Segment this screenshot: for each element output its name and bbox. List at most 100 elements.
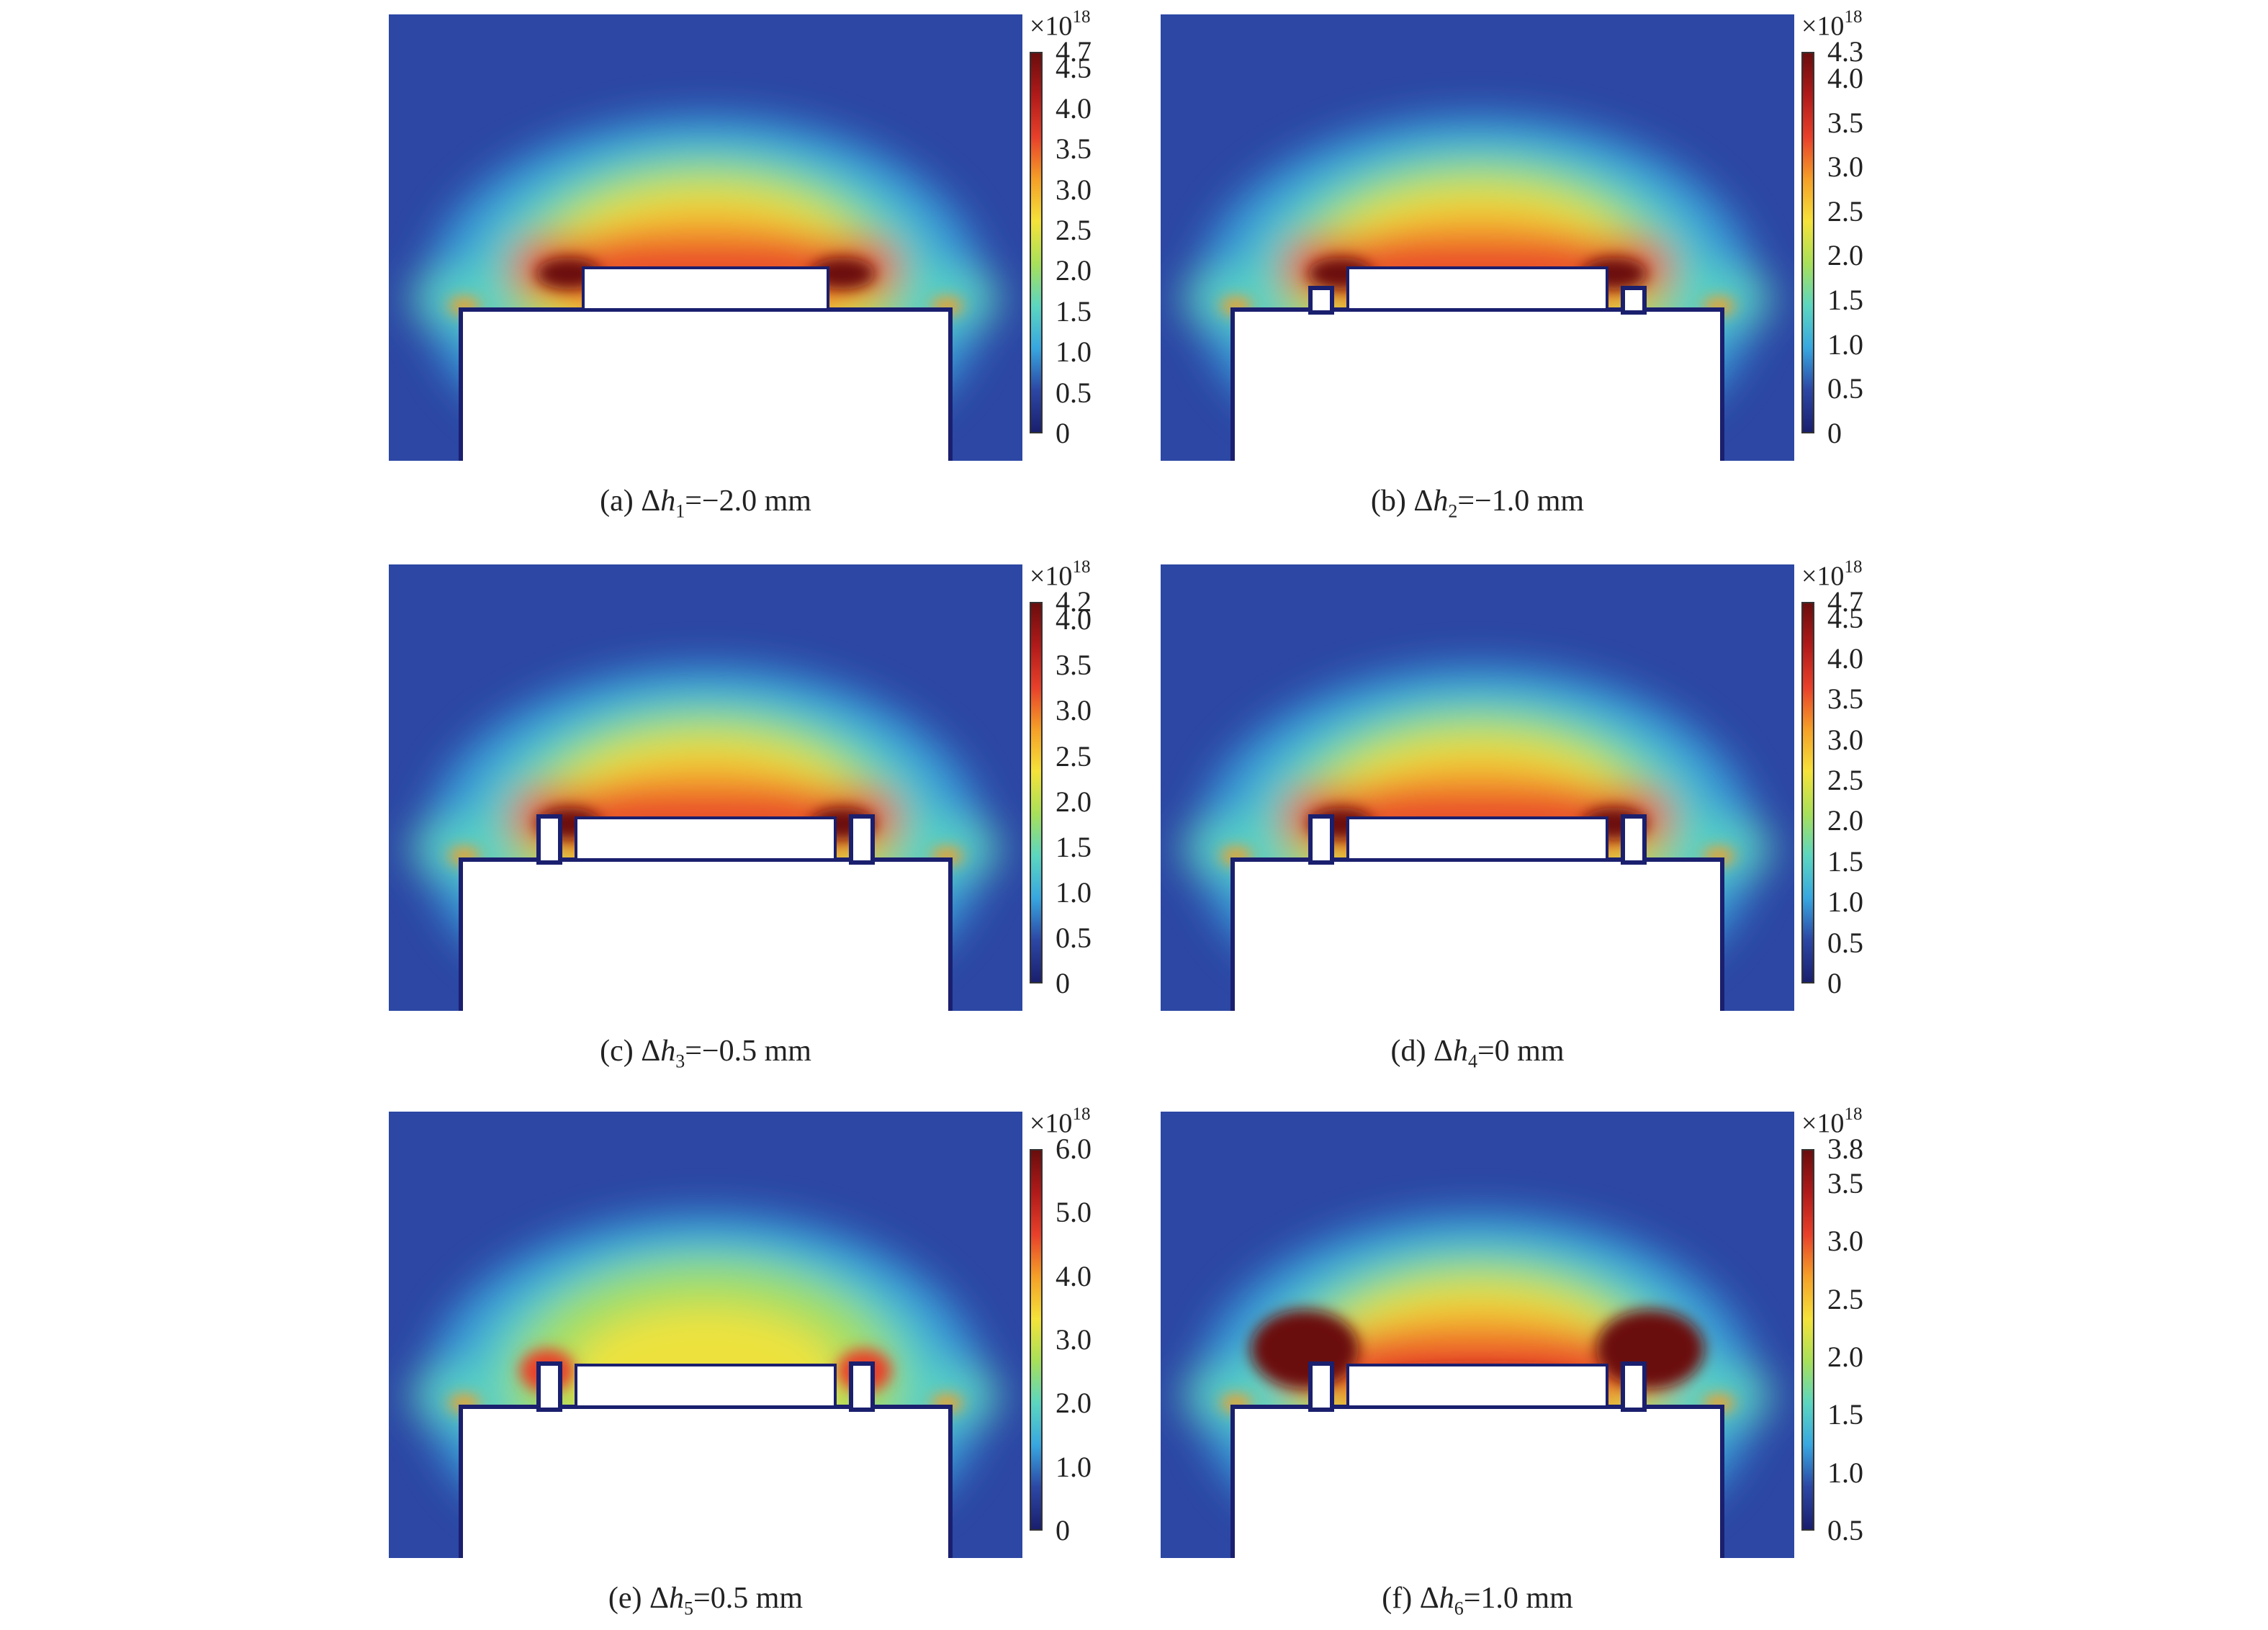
colorbar-tick: 1.5: [1827, 1398, 1863, 1431]
caption-value: =0.5 mm: [693, 1582, 804, 1615]
panel-caption: (d) Δh4=0 mm: [1161, 1034, 1794, 1072]
colorbar-tick: 1.5: [1827, 284, 1863, 317]
electrode-cap: [575, 1364, 837, 1408]
pillar-left: [1308, 286, 1334, 315]
caption-prefix: (a) Δ: [600, 485, 661, 518]
colorbar-tick: 1.0: [1827, 328, 1863, 361]
caption-variable: h: [1452, 1035, 1468, 1068]
colorbar-multiplier-base: ×10: [1801, 1108, 1845, 1139]
colorbar-tick: 3.0: [1056, 694, 1092, 727]
caption-value: =1.0 mm: [1463, 1582, 1573, 1615]
colorbar-exponent: 18: [1844, 1104, 1863, 1124]
colorbar-tick: 1.0: [1827, 1456, 1863, 1489]
electrode-cap: [575, 816, 837, 861]
colorbar-tick: 0.5: [1056, 376, 1092, 409]
caption-subscript: 3: [675, 1050, 685, 1072]
colorbar-tick: 2.5: [1056, 739, 1092, 773]
colorbar-tick: 0: [1827, 417, 1842, 449]
colorbar-exponent: 18: [1072, 7, 1091, 27]
field-svg-d: [1161, 564, 1794, 1011]
electrode-cap: [1346, 266, 1608, 311]
panel-f: ×1018 3.8 3.5 3.0 2.5 2.0 1.5 1.0 0.5 (f) Δh6=1.0…: [1161, 1104, 1967, 1630]
colorbar-tick: 4.5: [1827, 601, 1863, 634]
colorbar-tick: 0.5: [1827, 372, 1863, 405]
field-svg-b: [1161, 14, 1794, 461]
colorbar-exponent: 18: [1844, 7, 1863, 27]
field-map-c: [389, 564, 1022, 1011]
colorbar-tick: 0: [1056, 1514, 1070, 1546]
colorbar-tick: 1.0: [1056, 875, 1092, 909]
colorbar-multiplier: ×1018: [1801, 557, 1863, 593]
caption-value: =−2.0 mm: [685, 485, 811, 518]
pillar-right: [1621, 286, 1647, 315]
pillar-right: [849, 1361, 875, 1412]
colorbar-multiplier-base: ×10: [1030, 11, 1073, 42]
colorbar-exponent: 18: [1072, 1104, 1091, 1124]
caption-subscript: 2: [1448, 500, 1458, 522]
colorbar-tick: 1.5: [1827, 845, 1863, 878]
colorbar-tick: 3.5: [1827, 1167, 1863, 1200]
electrode-body: [1230, 857, 1724, 1011]
colorbar: [1801, 602, 1814, 983]
panel-caption: (b) Δh2=−1.0 mm: [1161, 484, 1794, 522]
colorbar-exponent: 18: [1844, 557, 1863, 577]
caption-prefix: (f) Δ: [1382, 1582, 1439, 1615]
colorbar-tick: 4.0: [1056, 1259, 1092, 1292]
colorbar-multiplier: ×1018: [1801, 1104, 1863, 1140]
caption-subscript: 4: [1467, 1050, 1477, 1072]
electrode-cap: [1346, 1364, 1608, 1408]
field-map-a: [389, 14, 1022, 461]
panel-caption: (c) Δh3=−0.5 mm: [389, 1034, 1022, 1072]
electrode-body: [1230, 1405, 1724, 1558]
caption-variable: h: [660, 485, 676, 518]
colorbar-tick: 6.0: [1056, 1133, 1092, 1165]
colorbar-tick: 3.5: [1827, 683, 1863, 716]
colorbar-tick: 4.7: [1056, 35, 1092, 68]
panel-d: ×1018 4.7 4.5 4.0 3.5 3.0 2.5 2.0 1.5 1.0 0.5 0 (d) …: [1161, 557, 1967, 1083]
field-map-e: [389, 1112, 1022, 1558]
colorbar-tick: 2.0: [1056, 785, 1092, 818]
colorbar-tick: 4.3: [1827, 35, 1863, 68]
caption-value: =−0.5 mm: [685, 1035, 811, 1068]
electrode-cap: [582, 266, 829, 311]
colorbar-tick: 4.2: [1056, 585, 1092, 618]
caption-value: =−1.0 mm: [1457, 485, 1585, 518]
colorbar-tick: 0.5: [1056, 921, 1092, 954]
colorbar-tick: 3.8: [1827, 1133, 1863, 1165]
colorbar: [1801, 52, 1814, 433]
colorbar-tick: 3.0: [1827, 1225, 1863, 1258]
colorbar-tick: 2.0: [1827, 804, 1863, 837]
colorbar-tick: 0.5: [1827, 1514, 1863, 1546]
field-map-f: [1161, 1112, 1794, 1558]
colorbar-tick: 1.0: [1056, 1450, 1092, 1483]
field-svg-e: [389, 1112, 1022, 1558]
colorbar-tick: 1.5: [1056, 294, 1092, 328]
panel-a: ×1018 4.7 4.5 4.0 3.5 3.0 2.5 2.0 1.5 1.0 0.5 0 (a) …: [389, 7, 1195, 533]
field-svg-c: [389, 564, 1022, 1011]
caption-prefix: (c) Δ: [600, 1035, 661, 1068]
colorbar-tick: 2.5: [1827, 1282, 1863, 1315]
panel-caption: (a) Δh1=−2.0 mm: [389, 484, 1022, 522]
panel-caption: (e) Δh5=0.5 mm: [389, 1581, 1022, 1619]
colorbar-tick: 2.0: [1827, 1341, 1863, 1374]
colorbar-tick: 4.0: [1827, 61, 1863, 94]
electrode-cap: [1346, 816, 1608, 861]
colorbar-tick: 3.0: [1827, 150, 1863, 184]
panel-c: ×1018 4.2 4.0 3.5 3.0 2.5 2.0 1.5 1.0 0.5 0 (c) Δh3…: [389, 557, 1195, 1083]
pillar-right: [1621, 814, 1647, 865]
electrode-body: [1230, 307, 1724, 461]
caption-prefix: (d) Δ: [1390, 1035, 1453, 1068]
colorbar-multiplier-base: ×10: [1801, 11, 1845, 42]
electrode-body: [459, 307, 953, 461]
colorbar-multiplier: ×1018: [1030, 7, 1091, 42]
caption-prefix: (b) Δ: [1370, 485, 1434, 518]
colorbar-tick: 3.5: [1056, 132, 1092, 166]
colorbar: [1030, 52, 1043, 433]
colorbar: [1801, 1149, 1814, 1531]
pillar-left: [536, 814, 562, 865]
colorbar-multiplier: ×1018: [1030, 557, 1090, 593]
colorbar: [1030, 602, 1043, 983]
colorbar-tick: 2.0: [1056, 254, 1092, 287]
pillar-left: [536, 1361, 562, 1412]
caption-subscript: 5: [684, 1598, 694, 1619]
